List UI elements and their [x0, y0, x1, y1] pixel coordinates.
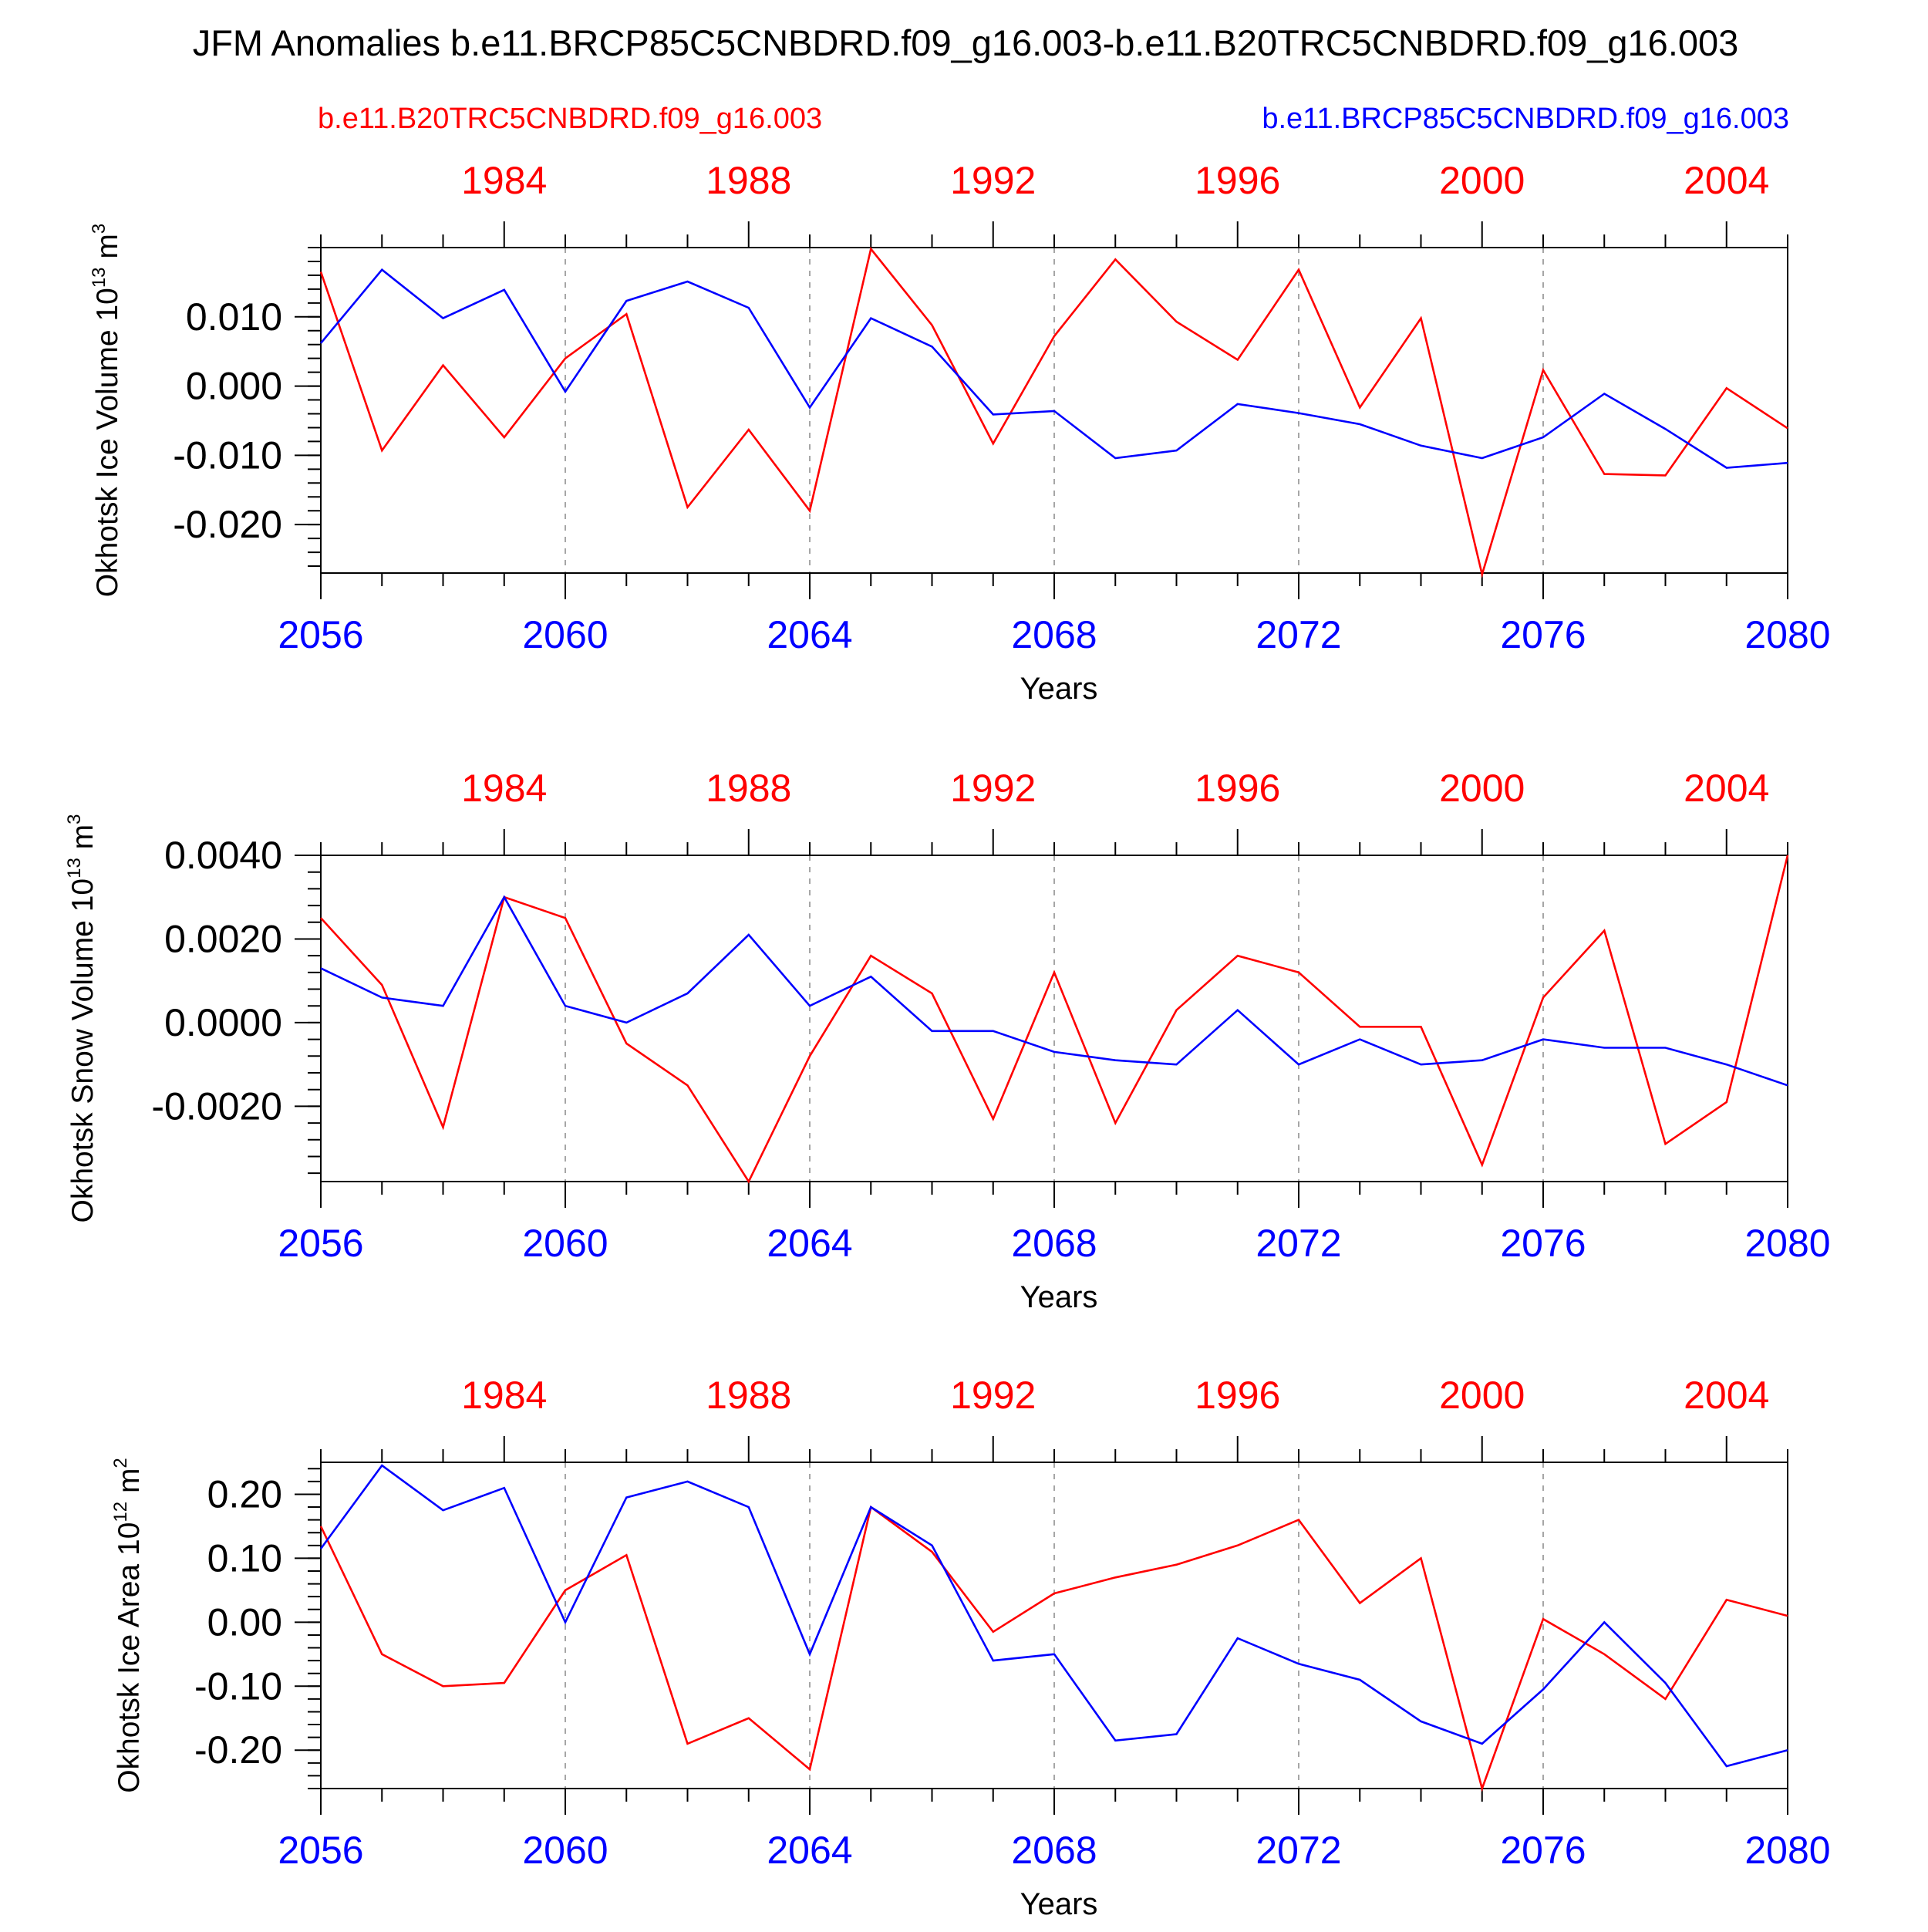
x-tick-label-top: 1992: [950, 767, 1036, 810]
x-axis-label: Years: [1020, 672, 1098, 706]
y-axis-label: Okhotsk Ice Area 1012 m2: [110, 1458, 146, 1793]
y-tick-label: -0.010: [173, 433, 282, 477]
x-tick-label-bottom: 2064: [767, 1829, 852, 1872]
chart-panel-2: 2056 2060 2064 2068 2072 2076 2080 1984 1988 1992…: [64, 767, 1831, 1314]
x-tick-label-top: 2004: [1684, 159, 1769, 202]
x-tick-label-top: 1984: [461, 159, 547, 202]
x-tick-label-bottom: 2064: [767, 1222, 852, 1265]
x-tick-label-bottom: 2076: [1500, 1829, 1586, 1872]
y-tick-label: 0.0040: [164, 834, 282, 877]
x-tick-label-top: 1992: [950, 159, 1036, 202]
y-axis-label-exponent: 13: [64, 858, 85, 878]
y-tick-label: 0.10: [207, 1536, 282, 1580]
legend-label-historical: b.e11.B20TRC5CNBDRD.f09_g16.003: [318, 103, 822, 135]
x-tick-label-top: 2000: [1439, 1374, 1525, 1417]
x-tick-label-top: 2000: [1439, 159, 1525, 202]
legend-label-future: b.e11.BRCP85C5CNBDRD.f09_g16.003: [1262, 103, 1789, 135]
y-axis-label-exponent: 12: [110, 1502, 131, 1522]
y-tick-label: 0.00: [207, 1600, 282, 1644]
y-axis-label-unit-exponent: 3: [64, 814, 85, 824]
y-tick-label: -0.10: [194, 1664, 282, 1708]
y-tick-label: -0.20: [194, 1728, 282, 1772]
x-tick-label-top: 1992: [950, 1374, 1036, 1417]
x-tick-label-top: 2000: [1439, 767, 1525, 810]
x-tick-label-bottom: 2060: [522, 1829, 608, 1872]
x-tick-label-bottom: 2080: [1744, 613, 1830, 656]
y-axis-label-exponent: 13: [89, 267, 110, 288]
y-tick-label: 0.0000: [164, 1001, 282, 1044]
y-tick-label: -0.0020: [151, 1084, 282, 1128]
y-axis-label-unit-exponent: 2: [110, 1458, 131, 1468]
x-tick-label-top: 1996: [1195, 767, 1280, 810]
figure-title: JFM Anomalies b.e11.BRCP85C5CNBDRD.f09_g…: [193, 22, 1739, 63]
chart-panel-1: 2056 2060 2064 2068 2072 2076 2080 1984 1988 1992…: [89, 159, 1831, 706]
chart-panel-3: 2056 2060 2064 2068 2072 2076 2080 1984 1988 1992…: [110, 1374, 1831, 1921]
y-axis-label-unit-exponent: 3: [89, 224, 110, 234]
panels-group: 2056 2060 2064 2068 2072 2076 2080 1984 1988 1992…: [64, 159, 1831, 1921]
y-axis-label-text: Okhotsk Ice Area 10: [113, 1522, 146, 1793]
x-tick-label-top: 2004: [1684, 767, 1769, 810]
series-line-historical: [319, 1505, 1788, 1792]
y-tick-label: 0.0020: [164, 917, 282, 960]
y-axis-label-unit: m: [91, 234, 124, 267]
y-axis-label-text: Okhotsk Ice Volume 10: [91, 288, 124, 597]
x-tick-label-top: 2004: [1684, 1374, 1769, 1417]
series-line-future: [319, 1464, 1788, 1768]
x-tick-label-bottom: 2072: [1256, 613, 1341, 656]
y-tick-label: 0.010: [186, 295, 282, 339]
x-axis-label: Years: [1020, 1887, 1098, 1921]
x-tick-label-top: 1988: [706, 1374, 791, 1417]
y-tick-label: 0.20: [207, 1472, 282, 1516]
series-line-future: [320, 895, 1788, 1087]
y-axis-label-unit: m: [66, 824, 99, 858]
x-tick-label-bottom: 2072: [1256, 1222, 1341, 1265]
x-tick-label-top: 1996: [1195, 1374, 1280, 1417]
y-axis-label-text: Okhotsk Snow Volume 10: [66, 878, 99, 1223]
x-tick-label-bottom: 2080: [1744, 1222, 1830, 1265]
x-tick-label-top: 1996: [1195, 159, 1280, 202]
x-tick-label-bottom: 2056: [278, 1829, 363, 1872]
x-axis-label: Years: [1020, 1280, 1098, 1314]
x-tick-label-bottom: 2076: [1500, 613, 1586, 656]
y-axis-label: Okhotsk Ice Volume 1013 m3: [89, 224, 124, 597]
x-tick-label-bottom: 2060: [522, 1222, 608, 1265]
y-tick-label: 0.000: [186, 365, 282, 408]
x-tick-label-bottom: 2056: [278, 613, 363, 656]
x-tick-label-top: 1984: [461, 1374, 547, 1417]
x-tick-label-bottom: 2068: [1011, 1222, 1097, 1265]
x-tick-label-bottom: 2056: [278, 1222, 363, 1265]
x-tick-label-bottom: 2076: [1500, 1222, 1586, 1265]
x-tick-label-bottom: 2064: [767, 613, 852, 656]
series-line-historical: [320, 855, 1789, 1184]
series-line-historical: [319, 246, 1788, 578]
y-axis-label-unit: m: [113, 1468, 146, 1502]
x-tick-label-bottom: 2068: [1011, 1829, 1097, 1872]
y-axis-label: Okhotsk Snow Volume 1013 m3: [64, 814, 99, 1223]
x-tick-label-bottom: 2068: [1011, 613, 1097, 656]
x-tick-label-top: 1988: [706, 767, 791, 810]
x-tick-label-top: 1988: [706, 159, 791, 202]
x-tick-label-bottom: 2072: [1256, 1829, 1341, 1872]
x-tick-label-bottom: 2080: [1744, 1829, 1830, 1872]
x-tick-label-bottom: 2060: [522, 613, 608, 656]
series-line-future: [320, 268, 1788, 469]
x-tick-label-top: 1984: [461, 767, 547, 810]
y-tick-label: -0.020: [173, 503, 282, 546]
